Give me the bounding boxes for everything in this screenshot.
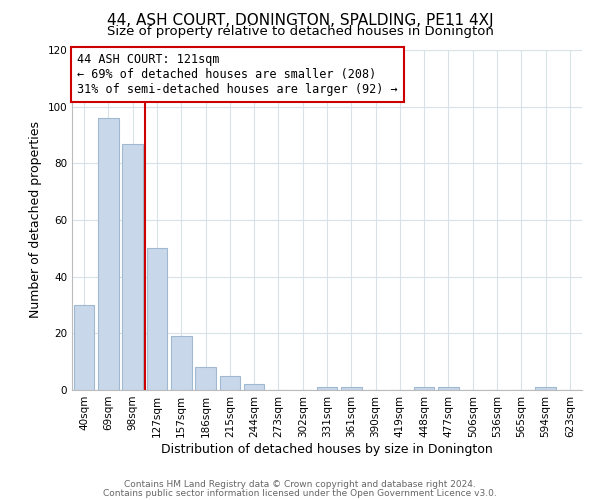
Bar	[74, 305, 94, 390]
Bar	[195, 368, 216, 390]
Text: Contains HM Land Registry data © Crown copyright and database right 2024.: Contains HM Land Registry data © Crown c…	[124, 480, 476, 489]
Text: 44 ASH COURT: 121sqm
← 69% of detached houses are smaller (208)
31% of semi-deta: 44 ASH COURT: 121sqm ← 69% of detached h…	[77, 54, 398, 96]
X-axis label: Distribution of detached houses by size in Donington: Distribution of detached houses by size …	[161, 442, 493, 456]
Text: Contains public sector information licensed under the Open Government Licence v3: Contains public sector information licen…	[103, 488, 497, 498]
Bar	[98, 118, 119, 390]
Bar	[122, 144, 143, 390]
Bar	[244, 384, 265, 390]
Bar	[414, 387, 434, 390]
Bar	[220, 376, 240, 390]
Bar	[438, 387, 459, 390]
Bar	[146, 248, 167, 390]
Bar	[535, 387, 556, 390]
Bar	[171, 336, 191, 390]
Text: 44, ASH COURT, DONINGTON, SPALDING, PE11 4XJ: 44, ASH COURT, DONINGTON, SPALDING, PE11…	[107, 12, 493, 28]
Y-axis label: Number of detached properties: Number of detached properties	[29, 122, 42, 318]
Bar	[317, 387, 337, 390]
Text: Size of property relative to detached houses in Donington: Size of property relative to detached ho…	[107, 25, 493, 38]
Bar	[341, 387, 362, 390]
